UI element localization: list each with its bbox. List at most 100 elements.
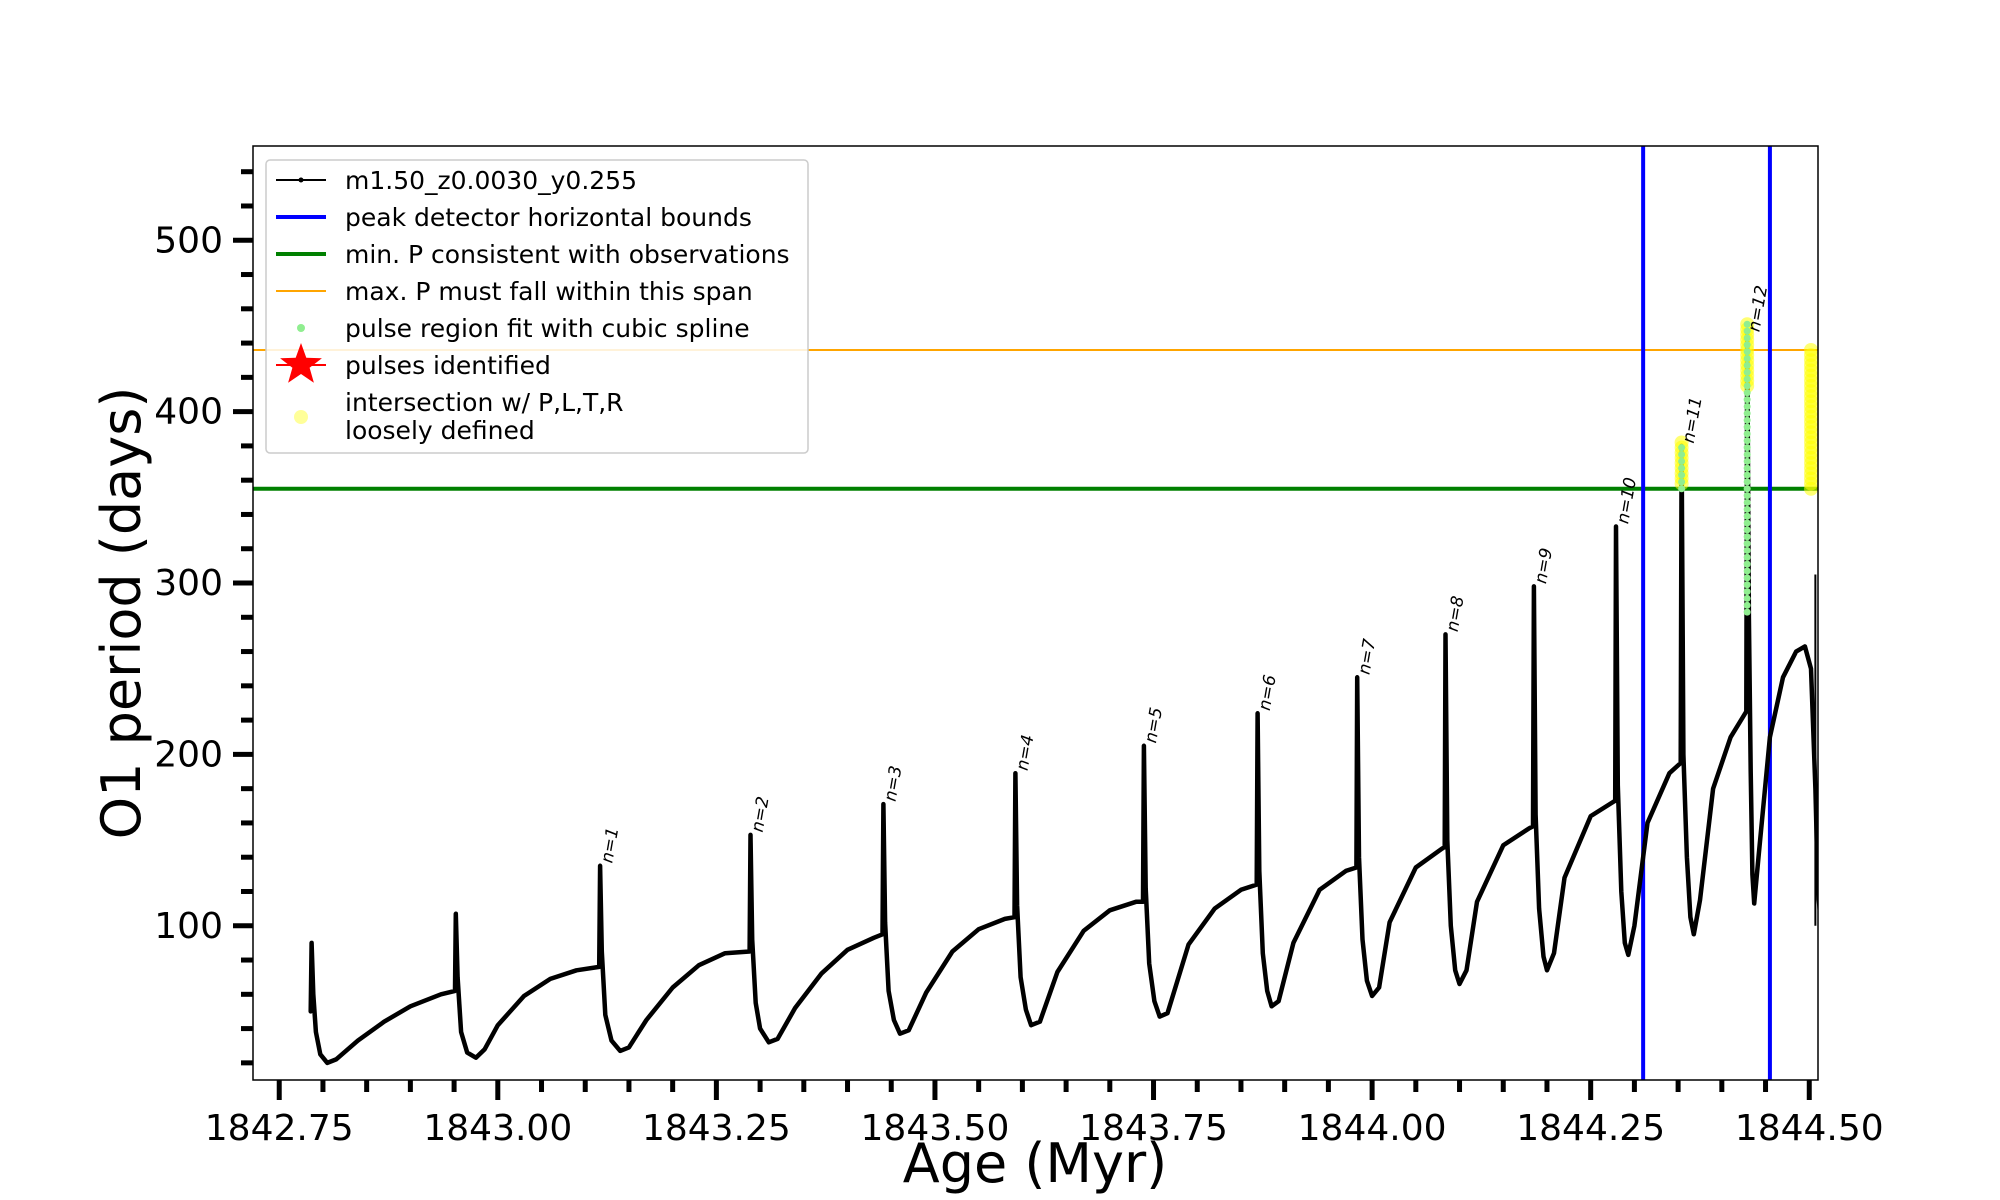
legend-label: min. P consistent with observations: [345, 240, 790, 269]
pulse-label-5: n=5: [1141, 706, 1167, 745]
legend-item-3: min. P consistent with observations: [276, 240, 790, 269]
spline-point: [1743, 567, 1751, 575]
x-tick-label: 1842.75: [205, 1108, 354, 1149]
intersection-region-3: [1804, 342, 1818, 496]
intersection-point: [1674, 435, 1689, 450]
legend-handle: [294, 410, 308, 424]
y-axis-title: O1 period (days): [90, 387, 153, 840]
pulse-label-9: n=9: [1531, 546, 1557, 585]
x-tick-label: 1844.00: [1298, 1108, 1447, 1149]
spline-point: [1743, 588, 1751, 596]
spline-point: [1743, 444, 1751, 452]
marker-layer: [1674, 317, 1818, 616]
spline-point: [1743, 478, 1751, 486]
spline-point: [1743, 375, 1751, 383]
spline-point: [1743, 546, 1751, 554]
legend-label: pulse region fit with cubic spline: [345, 314, 750, 343]
legend-handle-dot: [298, 177, 304, 183]
pulse-label-2: n=2: [748, 795, 774, 834]
spline-point: [1743, 368, 1751, 376]
legend-item-6: pulses identified: [276, 343, 551, 383]
legend-item-5: pulse region fit with cubic spline: [297, 314, 750, 343]
spline-point: [1678, 485, 1686, 493]
y-tick-label: 100: [154, 906, 223, 947]
spline-point: [1678, 450, 1686, 458]
spline-point: [1743, 574, 1751, 582]
spline-point: [1678, 457, 1686, 465]
spline-point: [1743, 327, 1751, 335]
spline-point: [1743, 361, 1751, 369]
spline-point: [1678, 444, 1686, 452]
spline-point: [1743, 601, 1751, 609]
spline-point: [1743, 498, 1751, 506]
spline-point: [1678, 471, 1686, 479]
spline-point: [1743, 423, 1751, 431]
spline-point: [1743, 450, 1751, 458]
spline-point: [1743, 492, 1751, 500]
legend-handle: [297, 324, 305, 332]
legend-label-line2: loosely defined: [345, 416, 535, 445]
y-tick-label: 400: [154, 392, 223, 433]
intersection-point: [1804, 342, 1818, 357]
x-tick-label: 1843.75: [1079, 1108, 1228, 1149]
pulse-label-6: n=6: [1255, 673, 1281, 712]
spline-point: [1743, 437, 1751, 445]
spline-point: [1743, 355, 1751, 363]
x-axis: 1842.75 1843.00 1843.25 1843.50 1843.75 1844.…: [205, 1080, 1884, 1149]
legend-item-4: max. P must fall within this span: [276, 277, 753, 306]
spline-region-1: [1678, 444, 1686, 493]
legend-label: intersection w/ P,L,T,R: [345, 388, 624, 417]
spline-point: [1743, 409, 1751, 417]
y-axis: 100 200 300 400 500: [154, 169, 253, 1066]
spline-point: [1743, 533, 1751, 541]
spline-point: [1743, 402, 1751, 410]
pulse-label-4: n=4: [1013, 733, 1039, 772]
y-tick-label: 500: [154, 220, 223, 261]
legend-label: pulses identified: [345, 351, 551, 380]
spline-point: [1743, 416, 1751, 424]
legend-handle-star: [280, 343, 322, 383]
spline-point: [1743, 581, 1751, 589]
pulse-label-11: n=11: [1679, 395, 1707, 444]
spline-point: [1743, 464, 1751, 472]
x-tick-label: 1843.25: [642, 1108, 791, 1149]
spline-point: [1743, 320, 1751, 328]
x-tick-label: 1843.50: [861, 1108, 1010, 1149]
spline-point: [1743, 396, 1751, 404]
spline-point: [1743, 540, 1751, 548]
pulse-label-8: n=8: [1443, 594, 1469, 633]
data-series-layer: [308, 332, 1818, 1066]
spline-point: [1743, 334, 1751, 342]
spline-point: [1743, 519, 1751, 527]
x-axis-title: Age (Myr): [903, 1132, 1168, 1195]
y-tick-label: 200: [154, 734, 223, 775]
spline-point: [1743, 485, 1751, 493]
spline-point: [1678, 478, 1686, 486]
series-line-1: [308, 332, 1818, 1066]
x-tick-label: 1844.25: [1516, 1108, 1665, 1149]
spline-point: [1743, 526, 1751, 534]
legend-label: m1.50_z0.0030_y0.255: [345, 166, 637, 195]
plot-area-frame: [252, 145, 1819, 1081]
legend-label: peak detector horizontal bounds: [345, 203, 752, 232]
spline-point: [1743, 341, 1751, 349]
spline-point: [1743, 382, 1751, 390]
spline-point: [1743, 512, 1751, 520]
pulse-label-3: n=3: [881, 764, 907, 803]
spline-point: [1743, 594, 1751, 602]
spline-region-2: [1743, 320, 1751, 616]
spline-point: [1743, 553, 1751, 561]
spline-point: [1678, 464, 1686, 472]
pulse-label-7: n=7: [1354, 637, 1380, 676]
legend-label: max. P must fall within this span: [345, 277, 753, 306]
y-tick-label: 300: [154, 563, 223, 604]
legend-item-1: m1.50_z0.0030_y0.255: [276, 166, 637, 195]
spline-point: [1743, 608, 1751, 616]
spline-point: [1743, 389, 1751, 397]
x-tick-label: 1844.50: [1735, 1108, 1884, 1149]
spline-point: [1743, 430, 1751, 438]
spline-point: [1743, 505, 1751, 513]
spline-point: [1743, 560, 1751, 568]
